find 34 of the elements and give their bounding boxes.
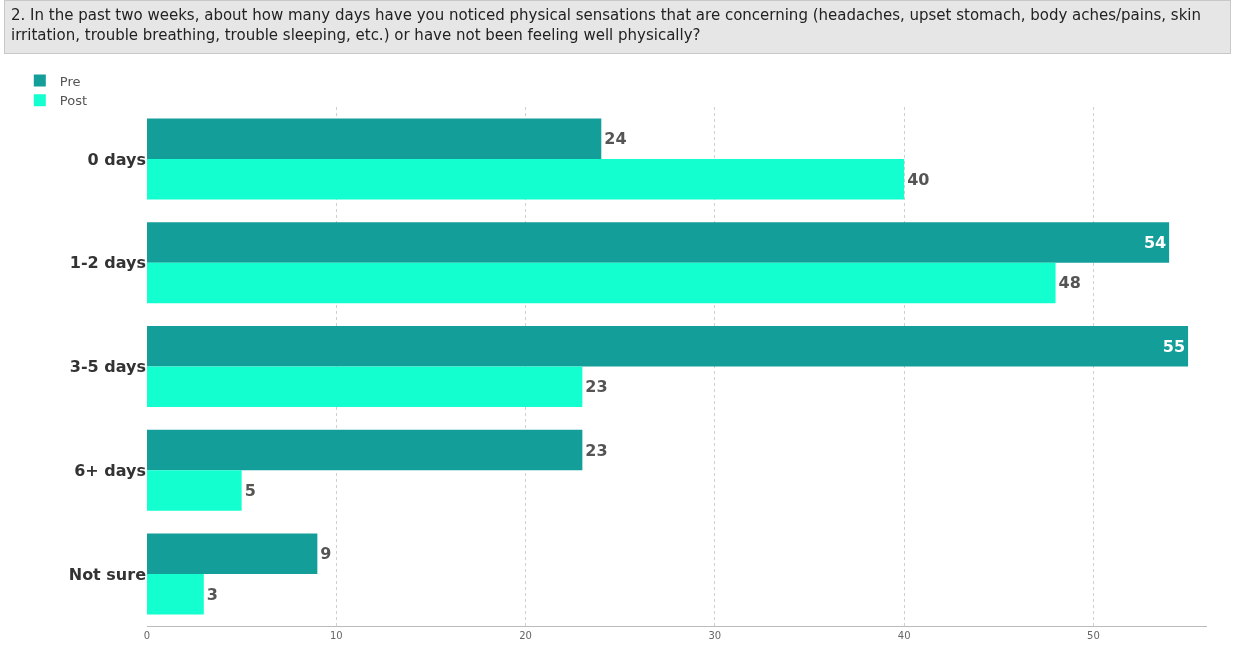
bar [147, 366, 583, 407]
bar [147, 158, 905, 200]
y-tick-label: 1-2 days [69, 253, 146, 273]
chart-title: 2. In the past two weeks, about how many days have you noticed physical sensations that are concerning (headaches, upset stomach, body aches/pains, skin irritation, trouble breathing, trouble sleeping, etc.) or have not been feeling well physically? [4, 0, 1231, 54]
bar [147, 470, 242, 511]
data-label: 55 [1162, 336, 1186, 356]
bar [147, 326, 1189, 367]
bar [147, 262, 1056, 304]
y-tick-label: Not sure [68, 564, 147, 584]
legend-label: Pre [59, 73, 81, 89]
legend-label: Post [59, 93, 87, 109]
y-tick-label: 3-5 days [69, 357, 146, 377]
x-tick-label: 40 [897, 630, 911, 641]
x-tick-label: 0 [143, 630, 151, 641]
y-tick-label: 6+ days [74, 460, 146, 480]
bar [147, 222, 1170, 263]
data-label: 5 [244, 481, 256, 501]
data-label: 23 [585, 440, 608, 460]
bar [147, 533, 318, 575]
data-label: 9 [320, 544, 332, 564]
bar [147, 574, 204, 615]
bar [147, 118, 602, 159]
y-tick-label: 0 days [87, 149, 146, 169]
data-label: 54 [1143, 232, 1167, 252]
x-tick-label: 50 [1087, 630, 1100, 641]
data-label: 24 [604, 129, 627, 149]
x-tick-label: 20 [519, 630, 532, 641]
data-label: 40 [907, 169, 930, 189]
data-label: 3 [206, 584, 218, 604]
bar [147, 429, 583, 471]
x-tick-label: 30 [708, 630, 722, 641]
data-label: 23 [585, 377, 608, 397]
data-label: 48 [1058, 273, 1081, 293]
x-tick-label: 10 [329, 630, 343, 641]
